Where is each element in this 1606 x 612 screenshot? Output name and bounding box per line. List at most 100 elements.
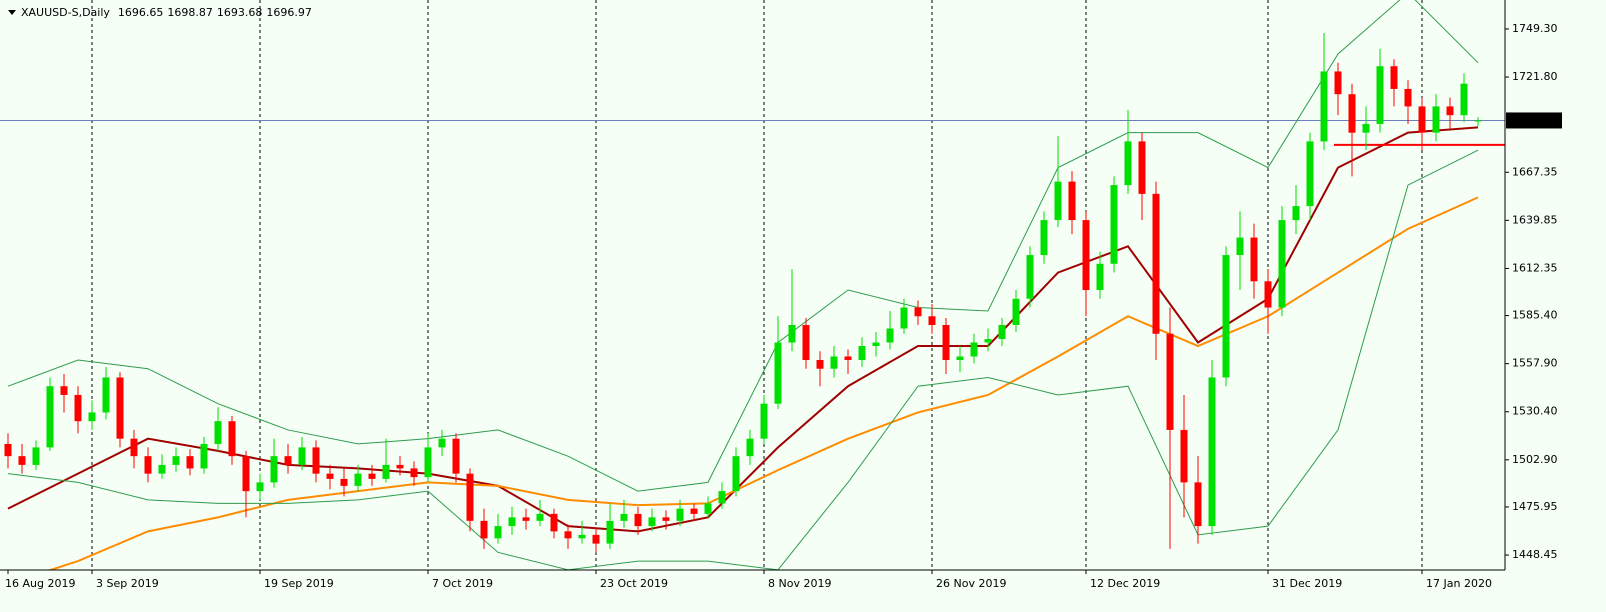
candle-body — [620, 513, 628, 521]
candle-body — [1460, 83, 1468, 116]
candle-body — [340, 478, 348, 486]
candle-body — [1292, 206, 1300, 221]
candle-body — [1180, 429, 1188, 483]
candle-body — [186, 456, 194, 469]
price-label: 1696.97 — [1510, 113, 1556, 126]
low: 1693.68 — [217, 6, 263, 19]
candle-body — [102, 377, 110, 413]
candle-body — [1348, 94, 1356, 133]
candle-body — [592, 534, 600, 544]
candle-body — [522, 517, 530, 521]
candle-body — [1152, 193, 1160, 334]
candle-body — [60, 386, 68, 395]
candle-body — [704, 503, 712, 514]
x-tick-label: 23 Oct 2019 — [600, 577, 668, 590]
candle-body — [844, 356, 852, 360]
candle-body — [634, 513, 642, 527]
axis-layer: 1749.30 1721.80 1667.35 1639.85 1612.35 1585.… — [5, 22, 1562, 590]
candle-body — [4, 443, 12, 457]
candle-body — [88, 412, 96, 422]
candle-body — [928, 316, 936, 326]
y-tick-label: 1585.40 — [1512, 309, 1558, 322]
menu-triangle[interactable] — [8, 10, 16, 15]
header: XAUUSD-S,Daily 1696.65 1698.87 1693.68 1696.… — [21, 6, 312, 19]
candle-body — [1068, 181, 1076, 221]
candle-body — [256, 482, 264, 492]
indicator-line — [7, 0, 1479, 492]
close: 1696.97 — [266, 6, 312, 19]
candle-body — [326, 473, 334, 479]
candle-body — [788, 325, 796, 343]
candle-body — [998, 325, 1006, 339]
indicator-layer — [7, 0, 1505, 570]
candle-body — [1026, 255, 1034, 299]
y-tick-label: 1639.85 — [1512, 213, 1558, 226]
candle-body — [1432, 106, 1440, 133]
candle-body — [1166, 333, 1174, 430]
candle-body — [368, 473, 376, 479]
x-tick-label: 19 Sep 2019 — [264, 577, 334, 590]
candle-body — [746, 438, 754, 457]
candle-body — [984, 338, 992, 343]
x-tick-label: 17 Jan 2020 — [1426, 577, 1492, 590]
candle-body — [354, 473, 362, 486]
candle-body — [1250, 237, 1258, 282]
candle-body — [732, 456, 740, 492]
candle-body — [144, 456, 152, 474]
candle-body — [1264, 281, 1272, 308]
candle-body — [774, 342, 782, 404]
candle-body — [858, 345, 866, 360]
candle-body — [284, 456, 292, 465]
x-tick-label: 31 Dec 2019 — [1272, 577, 1342, 590]
candle-body — [396, 464, 404, 469]
candle-body — [242, 456, 250, 492]
candle-body — [690, 508, 698, 514]
candle-body — [74, 394, 82, 422]
y-tick-label: 1475.95 — [1512, 500, 1558, 513]
candle-body — [1124, 141, 1132, 186]
candle-body — [1334, 71, 1342, 95]
candle-body — [298, 447, 306, 465]
candle-body — [900, 307, 908, 329]
y-tick-label: 1502.90 — [1512, 453, 1558, 466]
candle-body — [214, 421, 222, 444]
x-tick-label: 26 Nov 2019 — [936, 577, 1006, 590]
candle-body — [18, 456, 26, 465]
candle-body — [914, 307, 922, 317]
candle-body — [270, 456, 278, 483]
indicator-line — [7, 126, 1479, 533]
candle-body — [1138, 141, 1146, 194]
y-tick-label: 1721.80 — [1512, 70, 1558, 83]
y-tick-label: 1612.35 — [1512, 261, 1558, 274]
symbol: XAUUSD-S,Daily — [21, 6, 110, 19]
candle-body — [1222, 255, 1230, 378]
candle-body — [1194, 482, 1202, 527]
indicator-line — [47, 196, 1479, 570]
candle-body — [886, 328, 894, 343]
candle-body — [1418, 106, 1426, 133]
candle-layer — [4, 32, 1482, 553]
x-tick-label: 8 Nov 2019 — [768, 577, 831, 590]
candle-body — [46, 386, 54, 448]
x-tick-label: 16 Aug 2019 — [5, 577, 75, 590]
y-tick-label: 1557.90 — [1512, 357, 1558, 370]
x-tick-label: 12 Dec 2019 — [1090, 577, 1160, 590]
y-tick-label: 1448.45 — [1512, 548, 1558, 561]
candle-body — [1362, 123, 1370, 133]
candle-body — [1306, 141, 1314, 207]
candle-body — [1082, 220, 1090, 291]
candle-body — [494, 526, 502, 539]
y-tick-label: 1530.40 — [1512, 405, 1558, 418]
candle-body — [1278, 220, 1286, 308]
candle-body — [508, 517, 516, 527]
candle-body — [970, 342, 978, 357]
candle-body — [1236, 237, 1244, 256]
candle-body — [1208, 377, 1216, 527]
candle-body — [1390, 66, 1398, 89]
candle-body — [956, 356, 964, 360]
candle-body — [802, 325, 810, 360]
candle-body — [648, 517, 656, 527]
candle-body — [452, 438, 460, 474]
